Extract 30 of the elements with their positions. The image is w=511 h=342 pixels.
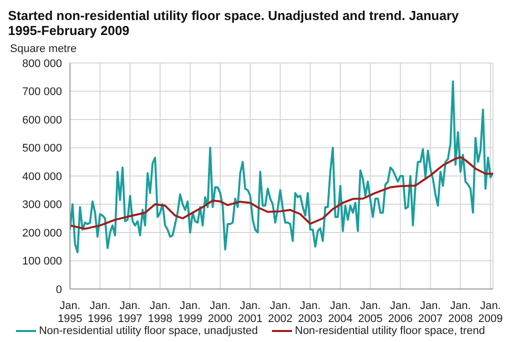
y-tick-label: 300 000 [22, 199, 62, 212]
x-tick-label: Jan. 2006 [388, 300, 413, 325]
y-tick-label: 600 000 [22, 114, 62, 126]
x-tick-label: Jan. 1995 [58, 300, 82, 325]
x-tick-label: Jan. 2007 [418, 300, 443, 325]
x-tick-label: Jan. 2000 [208, 300, 232, 325]
y-tick-label: 0 [56, 284, 62, 296]
x-tick-label: Jan. 2001 [238, 300, 262, 325]
x-tick-label: Jan. 1996 [88, 300, 112, 325]
y-tick-label: 500 000 [22, 142, 62, 155]
x-tick-label: Jan. 2005 [358, 300, 383, 325]
legend-label: Non-residential utility floor space, trend [294, 325, 486, 337]
y-tick-label: 700 000 [22, 86, 62, 98]
x-tick-label: Jan. 2008 [448, 300, 473, 325]
y-tick-label: 100 000 [22, 256, 62, 268]
y-axis-title: Square metre [10, 43, 78, 55]
y-tick-label: 400 000 [22, 170, 62, 183]
line-series [70, 156, 493, 230]
chart-title: Started non-residential utility floor space. Unadjusted and trend. January 1995-February 2009 [8, 8, 460, 38]
x-tick-label: Jan. 2003 [298, 300, 323, 325]
y-tick-label: 800 000 [22, 58, 62, 70]
y-tick-label: 200 000 [22, 227, 62, 240]
x-tick-label: Jan. 1998 [148, 300, 172, 325]
x-tick-label: Jan. 2002 [268, 300, 292, 325]
x-tick-label: Jan. 1997 [118, 300, 142, 325]
legend-label: Non-residential utility floor space, unadjusted [38, 325, 258, 337]
x-tick-label: Jan. 1999 [178, 300, 202, 325]
line-series [70, 80, 493, 254]
x-tick-label: Jan. 2009 [478, 300, 503, 325]
x-tick-label: Jan. 2004 [328, 300, 353, 325]
